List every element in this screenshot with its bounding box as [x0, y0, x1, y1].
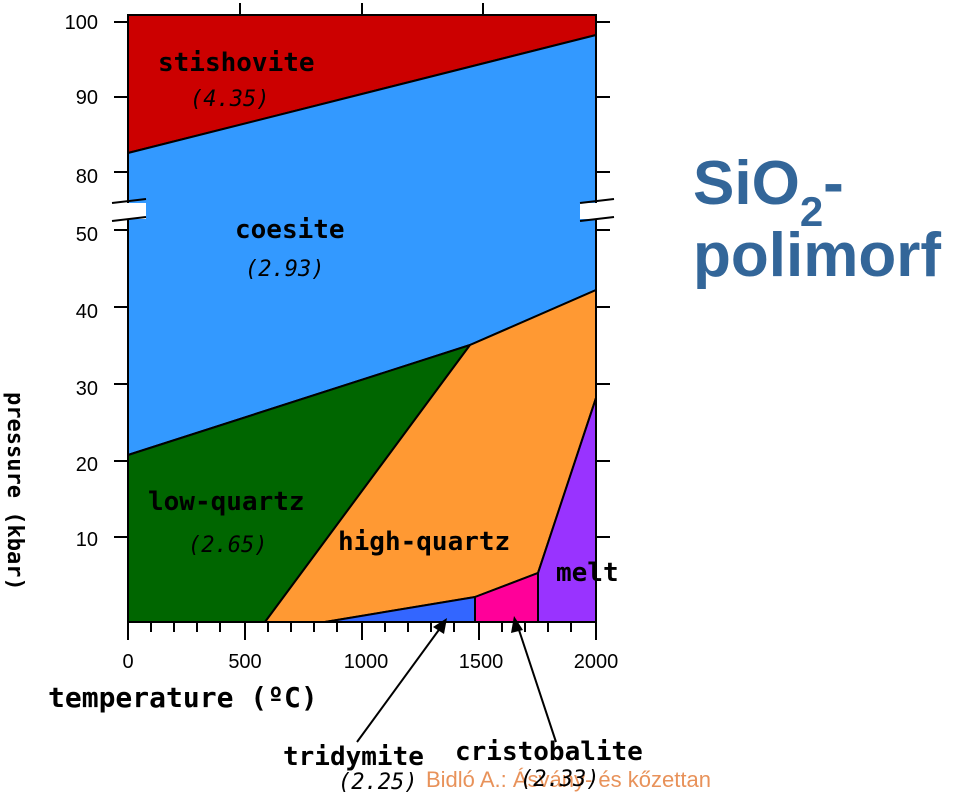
y-axis-ticks: [114, 21, 610, 538]
x-axis-top-ticks: [239, 3, 484, 15]
y-tick-label: 10: [76, 529, 98, 551]
title-dash: -: [823, 149, 844, 218]
x-axis-title: temperature (ºC): [48, 681, 318, 714]
tridymite-label: tridymite: [283, 742, 424, 772]
y-tick-label: 50: [76, 224, 98, 246]
y-axis-title: pressure (kbar): [2, 392, 27, 591]
y-axis-break-left: [111, 198, 147, 222]
x-tick-label: 2000: [574, 651, 619, 673]
title-line2: polimorf: [693, 221, 941, 290]
x-tick-label: 1000: [344, 651, 389, 673]
y-tick-label: 30: [76, 378, 98, 400]
stishovite-label: stishovite: [158, 48, 315, 78]
x-axis-bottom-ticks: [127, 622, 597, 640]
x-tick-label: 500: [228, 651, 261, 673]
coesite-density: (2.93): [245, 257, 324, 282]
low-quartz-label: low-quartz: [148, 487, 305, 517]
credit-text: Bidló A.: Ásvány- és kőzettan: [426, 767, 711, 792]
y-tick-label: 90: [76, 87, 98, 109]
cristobalite-arrow: [511, 616, 557, 743]
tridymite-arrow: [356, 618, 447, 743]
title-subscript: 2: [800, 188, 823, 235]
y-tick-label: 80: [76, 166, 98, 188]
cristobalite-density: (2.33): [520, 767, 599, 792]
low-quartz-density: (2.65): [188, 533, 267, 558]
tridymite-density: (2.25): [338, 770, 417, 795]
melt-label: melt: [556, 558, 619, 588]
x-tick-label: 0: [122, 651, 133, 673]
title-line1: SiO2-: [693, 149, 844, 235]
x-tick-label: 1500: [459, 651, 504, 673]
title-formula: SiO: [693, 149, 800, 218]
y-tick-label: 20: [76, 454, 98, 476]
y-tick-label: 100: [65, 12, 98, 34]
y-tick-label: 40: [76, 301, 98, 323]
cristobalite-label: cristobalite: [455, 737, 643, 767]
y-axis-break-right: [579, 198, 615, 222]
high-quartz-label: high-quartz: [338, 527, 510, 557]
coesite-label: coesite: [235, 215, 345, 245]
stishovite-density: (4.35): [190, 87, 269, 112]
